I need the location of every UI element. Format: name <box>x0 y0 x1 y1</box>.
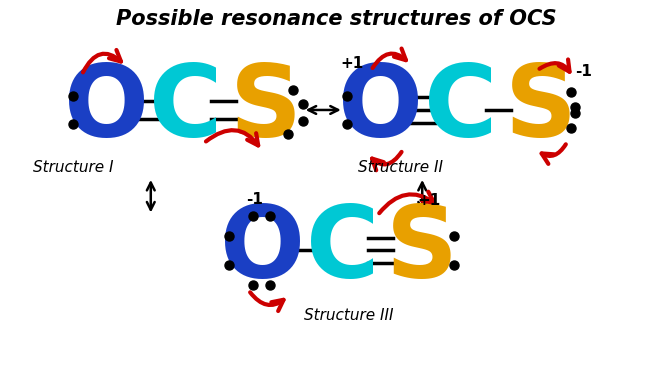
Text: S: S <box>230 61 302 159</box>
Text: C: C <box>306 202 379 299</box>
Text: S: S <box>505 61 577 159</box>
Text: O: O <box>64 61 149 159</box>
Text: O: O <box>220 202 305 299</box>
Text: Structure I: Structure I <box>33 160 113 175</box>
Text: +1: +1 <box>417 193 440 208</box>
Text: C: C <box>149 61 222 159</box>
Text: Structure III: Structure III <box>304 308 394 323</box>
Text: S: S <box>386 202 458 299</box>
Text: C: C <box>424 61 497 159</box>
Text: Possible resonance structures of OCS: Possible resonance structures of OCS <box>116 9 556 29</box>
Text: -1: -1 <box>575 64 592 79</box>
Text: Structure II: Structure II <box>358 160 444 175</box>
Text: O: O <box>338 61 423 159</box>
Text: +1: +1 <box>340 56 364 71</box>
Text: -1: -1 <box>247 192 263 207</box>
